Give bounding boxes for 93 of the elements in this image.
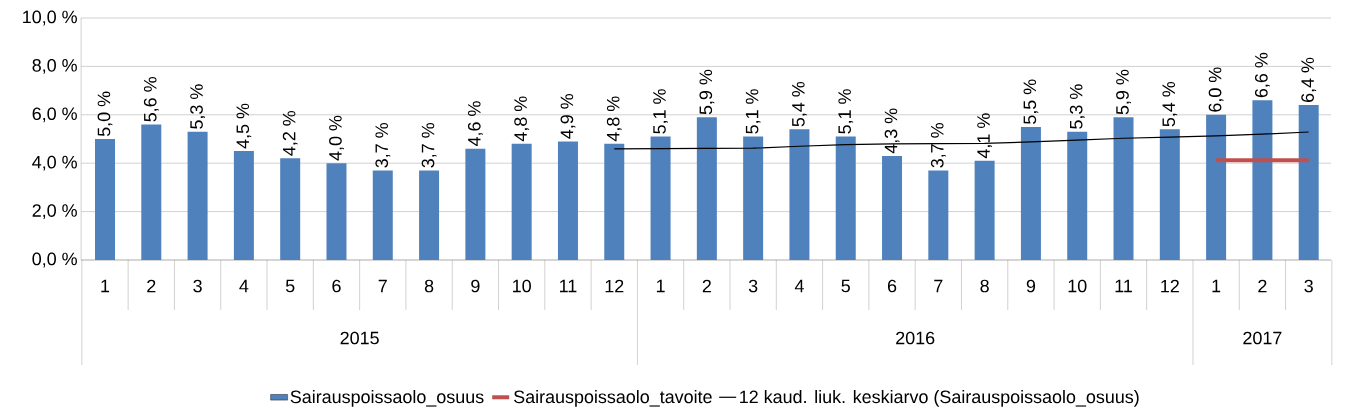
x-tick-label: 4 [239, 279, 249, 293]
x-tick-label: 7 [934, 279, 943, 293]
bar [187, 131, 208, 260]
x-tick-label: 5 [285, 279, 295, 293]
y-tick-label: 10,0 % [23, 10, 77, 26]
bar [1252, 100, 1273, 260]
bar [650, 136, 671, 260]
bar [789, 129, 810, 260]
x-tick-label: 1 [101, 279, 110, 293]
x-tick-label: 11 [1115, 279, 1132, 293]
data-label: 4,9 % [560, 94, 576, 139]
bar [465, 148, 486, 260]
bar [974, 160, 995, 260]
text: 2015 [340, 331, 379, 345]
x-tick-label: 2 [1258, 279, 1267, 293]
bar [882, 155, 903, 260]
data-label: 6,4 % [1301, 57, 1317, 103]
bar [419, 170, 440, 260]
data-label: 3,7 % [930, 123, 946, 168]
legend-label: 12 kaud. liuk. keskiarvo (Sairauspoissaolo_osuus) [740, 390, 1139, 407]
data-label: 5,0 % [97, 91, 113, 137]
data-label: 6,6 % [1254, 52, 1270, 98]
x-tick-label: 5 [841, 279, 850, 293]
bar [1159, 129, 1180, 260]
data-label: 5,4 % [1162, 81, 1178, 127]
bar [141, 124, 162, 260]
x-tick-label: 1 [656, 279, 665, 293]
data-label: 4,0 % [329, 115, 344, 161]
x-tick-label: 4 [794, 279, 804, 293]
text: 2016 [896, 331, 935, 345]
x-tick-label: 8 [424, 279, 434, 293]
data-label: 5,5 % [1023, 79, 1039, 124]
bar [604, 143, 625, 260]
x-tick-label: 2 [147, 279, 156, 293]
x-tick-label: 3 [193, 279, 202, 293]
x-tick-label: 3 [1304, 279, 1313, 293]
bar [835, 136, 856, 260]
data-label: 6,0 % [1208, 67, 1224, 112]
x-tick-label: 10 [513, 279, 531, 293]
data-label: 3,7 % [375, 123, 391, 168]
text: 2017 [1243, 331, 1282, 345]
data-label: 5,1 % [653, 89, 668, 134]
data-label: 5,1 % [745, 89, 761, 134]
bar [280, 158, 301, 260]
data-label: 5,9 % [1116, 69, 1131, 115]
data-label: 5,4 % [792, 81, 807, 127]
legend-label: Sairauspoissaolo_tavoite [514, 390, 712, 407]
x-tick-label: 12 [605, 279, 624, 293]
bar [1298, 105, 1319, 260]
x-tick-label: 6 [332, 279, 341, 293]
bar [696, 117, 717, 260]
x-tick-label: 6 [887, 279, 897, 293]
bar [511, 143, 532, 260]
bar [233, 151, 254, 260]
x-tick-label: 3 [748, 279, 758, 293]
y-tick-label: 4,0 % [32, 155, 77, 171]
bar [1067, 131, 1088, 260]
data-label: 5,6 % [143, 77, 159, 122]
data-label: 4,3 % [884, 108, 900, 154]
x-tick-label: 11 [560, 279, 577, 293]
bar [326, 163, 347, 260]
data-label: 4,8 % [606, 96, 622, 142]
y-tick-label: 2,0 % [32, 204, 77, 220]
y-tick-label: 0,0 % [32, 252, 77, 268]
bar [1020, 126, 1041, 260]
legend-label: Sairauspoissaolo_osuus [290, 390, 484, 407]
data-label: 5,3 % [1069, 84, 1085, 129]
data-label: 4,8 % [514, 96, 530, 142]
data-label: 5,3 % [190, 84, 205, 129]
x-tick-label: 9 [1026, 279, 1036, 293]
x-tick-label: 12 [1161, 279, 1179, 293]
data-label: 5,9 % [699, 69, 715, 115]
data-label: 5,1 % [838, 89, 854, 134]
data-label: 4,1 % [977, 113, 992, 159]
x-tick-label: 8 [980, 279, 989, 293]
bar [928, 170, 949, 260]
data-label: 4,2 % [282, 110, 298, 156]
y-tick-label: 6,0 % [32, 107, 77, 123]
x-tick-label: 7 [378, 279, 387, 293]
bar [372, 170, 393, 260]
data-label: 4,6 % [467, 101, 483, 147]
bar [1206, 114, 1227, 260]
y-tick-label: 8,0 % [32, 58, 77, 74]
data-label: 4,5 % [236, 103, 252, 149]
bar [743, 136, 764, 260]
bar [557, 141, 578, 260]
data-label: 3,7 % [421, 123, 437, 168]
x-tick-label: 9 [471, 279, 480, 293]
x-tick-label: 2 [702, 279, 711, 293]
x-tick-label: 1 [1212, 279, 1221, 293]
x-tick-label: 10 [1068, 279, 1087, 293]
bar [95, 139, 115, 260]
bar [1113, 117, 1134, 260]
